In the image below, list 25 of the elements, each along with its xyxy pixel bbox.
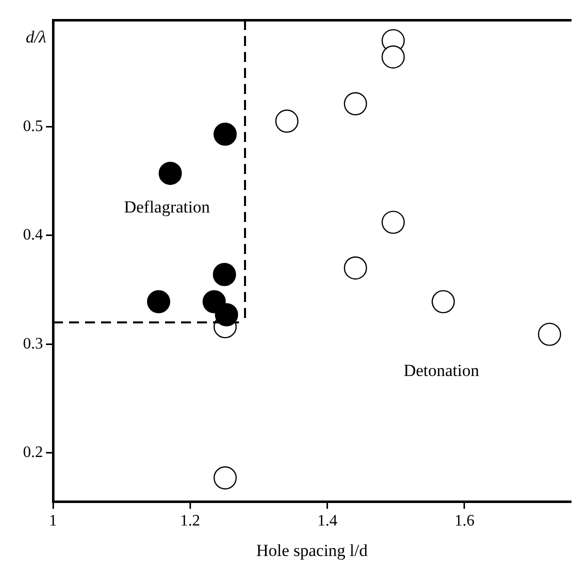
point xyxy=(382,210,405,234)
point xyxy=(538,322,562,346)
x-tick-label: 1.6 xyxy=(454,512,474,530)
point xyxy=(214,122,237,146)
y-tick-label: 0.3 xyxy=(23,335,43,352)
point xyxy=(275,110,298,133)
point xyxy=(158,162,182,185)
y-tick-label: 0.4 xyxy=(23,226,43,244)
annotation: Deflagration xyxy=(124,197,210,216)
point xyxy=(214,466,237,490)
x-axis-title: Hole spacing l/d xyxy=(256,540,368,560)
x-tick-label: 1.2 xyxy=(180,512,200,530)
point xyxy=(212,262,236,286)
y-tick-label: 0.2 xyxy=(23,444,43,462)
point xyxy=(432,290,455,314)
point xyxy=(344,92,368,116)
y-axis-title: d/λ xyxy=(26,27,46,46)
point xyxy=(382,45,405,69)
point xyxy=(214,303,238,326)
x-tick-label: 1.4 xyxy=(317,512,338,530)
x-tick-label: 1 xyxy=(49,512,57,530)
y-tick-label: 0.5 xyxy=(23,118,43,135)
point xyxy=(344,256,368,280)
point xyxy=(147,290,170,314)
annotation: Detonation xyxy=(404,361,480,380)
